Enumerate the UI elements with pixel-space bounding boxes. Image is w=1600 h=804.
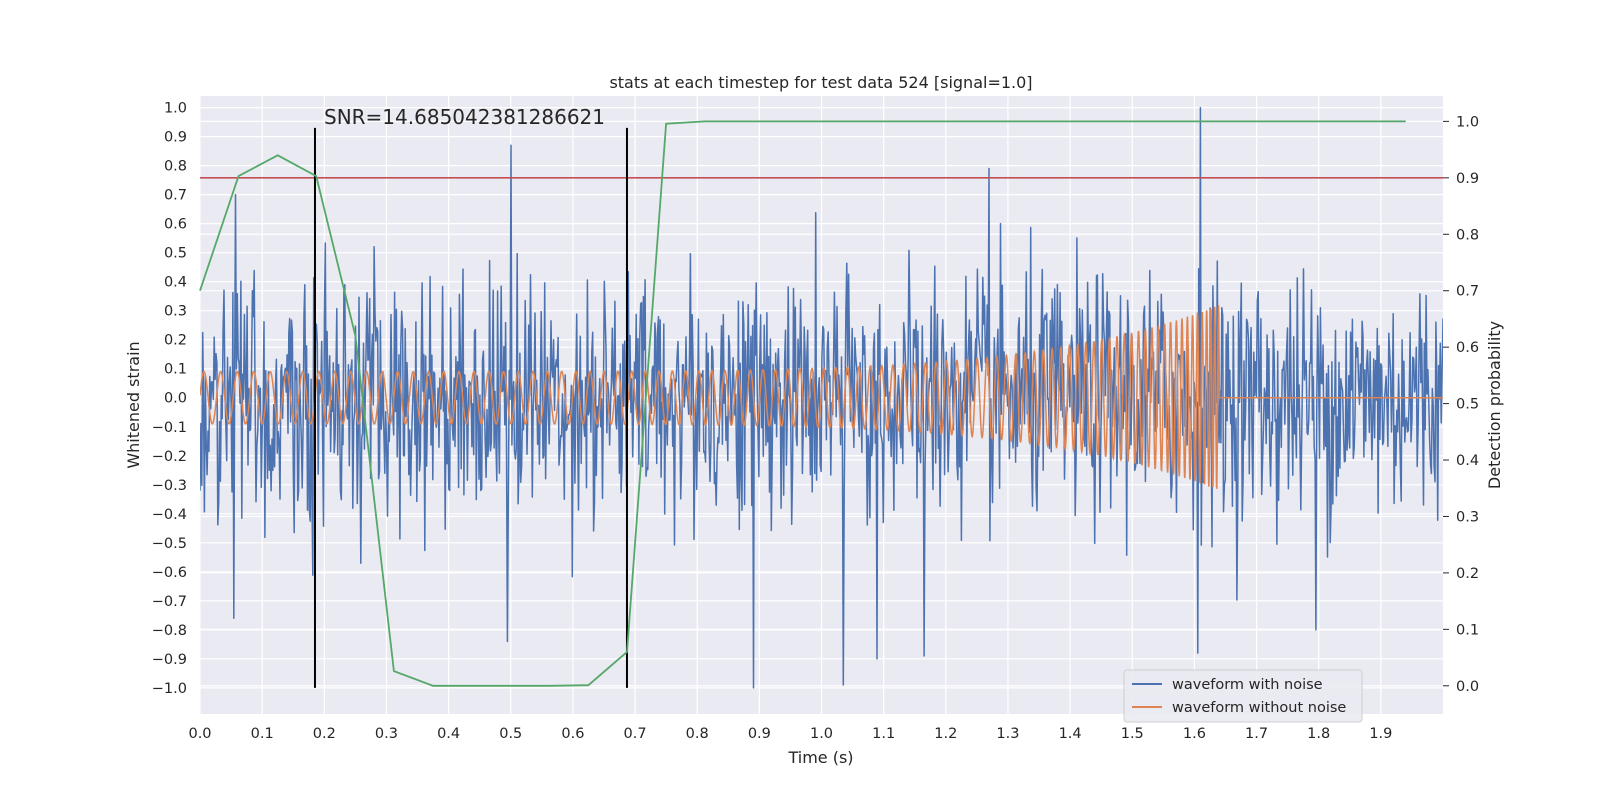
y-tick-label: −0.6 [152,565,187,581]
x-tick-label: 0.5 [499,726,522,742]
y-axis-label: Whitened strain [124,341,143,468]
x-tick-label: 0.3 [375,726,398,742]
y2-tick-label: 0.6 [1456,340,1479,356]
x-tick-label: 1.9 [1369,726,1392,742]
snr-annotation: SNR=14.685042381286621 [324,105,605,129]
y2-tick-label: 0.8 [1456,227,1479,243]
x-tick-label: 0.4 [437,726,460,742]
y-tick-label: 0.3 [164,304,187,320]
y-tick-label: 0.9 [164,130,187,146]
x-tick-label: 1.3 [996,726,1019,742]
y2-tick-label: 0.7 [1456,284,1479,300]
x-tick-label: 0.8 [686,726,709,742]
y-tick-label: −0.7 [152,594,187,610]
y-tick-label: −0.9 [152,652,187,668]
y-tick-label: 0.1 [164,362,187,378]
legend: waveform with noise waveform without noi… [1124,670,1362,722]
y2-axis-label: Detection probability [1485,321,1504,489]
y-tick-label: 0.8 [164,159,187,175]
x-tick-label: 1.2 [934,726,957,742]
y2-tick-label: 0.2 [1456,566,1479,582]
x-tick-label: 0.2 [313,726,336,742]
y2-tick-label: 0.3 [1456,509,1479,525]
x-tick-label: 1.6 [1183,726,1206,742]
y2-tick-label: 0.0 [1456,679,1479,695]
y-tick-label: −1.0 [152,681,187,697]
y-tick-label: −0.4 [152,507,187,523]
y-tick-label: 0.5 [164,246,187,262]
x-tick-label: 0.6 [561,726,584,742]
x-tick-label: 1.8 [1307,726,1330,742]
x-tick-label: 0.0 [188,726,211,742]
x-tick-label: 1.1 [872,726,895,742]
y2-tick-label: 0.1 [1456,622,1479,638]
y2-tick-label: 0.5 [1456,397,1479,413]
x-tick-label: 0.1 [251,726,274,742]
x-axis-label: Time (s) [787,748,853,767]
y-tick-label: 0.0 [164,391,187,407]
chart-title: stats at each timestep for test data 524… [609,73,1032,92]
y-tick-label: −0.1 [152,420,187,436]
y2-tick-label: 0.9 [1456,171,1479,187]
y-tick-label: −0.8 [152,623,187,639]
y-tick-label: 1.0 [164,101,187,117]
y-tick-label: −0.5 [152,536,187,552]
y-tick-label: 0.7 [164,188,187,204]
y-tick-label: 0.6 [164,217,187,233]
y-tick-label: −0.3 [152,478,187,494]
y2-tick-label: 0.4 [1456,453,1479,469]
x-tick-label: 0.9 [748,726,771,742]
y-tick-label: 0.2 [164,333,187,349]
x-tick-label: 1.7 [1245,726,1268,742]
legend-label-noise: waveform with noise [1172,677,1323,693]
x-tick-label: 1.0 [810,726,833,742]
y2-tick-label: 1.0 [1456,114,1479,130]
x-tick-label: 1.4 [1059,726,1082,742]
x-tick-label: 1.5 [1121,726,1144,742]
x-tick-label: 0.7 [624,726,647,742]
y-tick-label: −0.2 [152,449,187,465]
y-tick-label: 0.4 [164,275,187,291]
legend-label-clean: waveform without noise [1172,700,1346,716]
